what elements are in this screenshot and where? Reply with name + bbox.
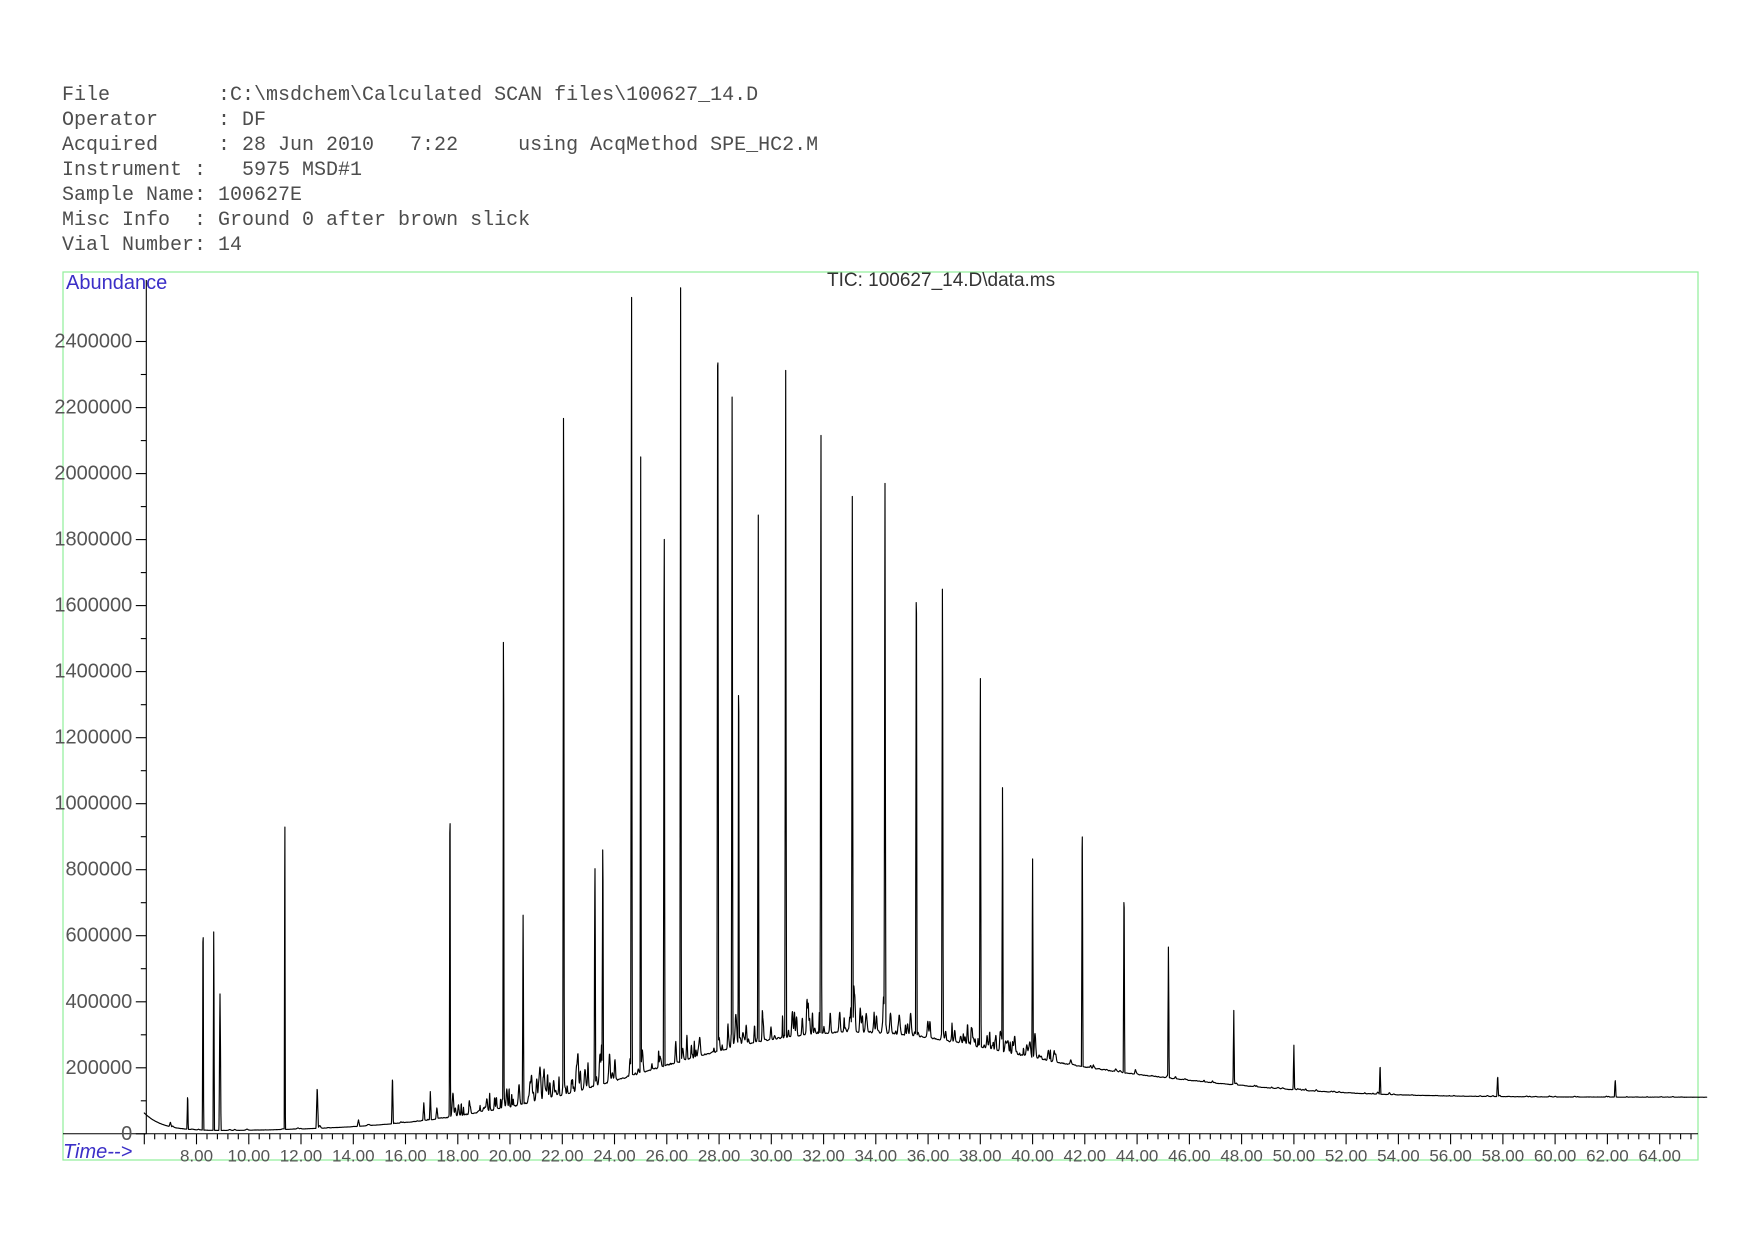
svg-text:34.00: 34.00	[855, 1146, 898, 1165]
svg-text:28.00: 28.00	[698, 1146, 741, 1165]
svg-text:54.00: 54.00	[1377, 1146, 1420, 1165]
svg-text:16.00: 16.00	[384, 1146, 427, 1165]
svg-text:48.00: 48.00	[1220, 1146, 1263, 1165]
svg-text:10.00: 10.00	[228, 1146, 271, 1165]
svg-text:1000000: 1000000	[54, 793, 132, 815]
svg-text:12.00: 12.00	[280, 1146, 323, 1165]
svg-text:44.00: 44.00	[1116, 1146, 1159, 1165]
svg-text:1800000: 1800000	[54, 529, 132, 551]
svg-text:46.00: 46.00	[1168, 1146, 1211, 1165]
svg-text:30.00: 30.00	[750, 1146, 793, 1165]
svg-text:2000000: 2000000	[54, 463, 132, 485]
svg-text:50.00: 50.00	[1273, 1146, 1316, 1165]
svg-text:62.00: 62.00	[1586, 1146, 1629, 1165]
svg-text:1200000: 1200000	[54, 727, 132, 749]
svg-text:18.00: 18.00	[437, 1146, 480, 1165]
svg-text:800000: 800000	[66, 859, 133, 881]
svg-text:60.00: 60.00	[1534, 1146, 1577, 1165]
svg-text:26.00: 26.00	[646, 1146, 689, 1165]
svg-text:2200000: 2200000	[54, 397, 132, 419]
svg-text:56.00: 56.00	[1429, 1146, 1472, 1165]
svg-text:400000: 400000	[66, 991, 133, 1013]
svg-text:40.00: 40.00	[1011, 1146, 1054, 1165]
svg-text:200000: 200000	[66, 1057, 133, 1079]
svg-text:1600000: 1600000	[54, 595, 132, 617]
svg-text:32.00: 32.00	[802, 1146, 845, 1165]
svg-text:8.00: 8.00	[180, 1146, 213, 1165]
svg-text:58.00: 58.00	[1482, 1146, 1525, 1165]
svg-text:64.00: 64.00	[1638, 1146, 1681, 1165]
svg-text:14.00: 14.00	[332, 1146, 375, 1165]
svg-text:38.00: 38.00	[959, 1146, 1002, 1165]
svg-text:2400000: 2400000	[54, 331, 132, 353]
svg-text:52.00: 52.00	[1325, 1146, 1368, 1165]
svg-text:24.00: 24.00	[593, 1146, 636, 1165]
svg-text:600000: 600000	[66, 925, 133, 947]
svg-text:1400000: 1400000	[54, 661, 132, 683]
svg-text:36.00: 36.00	[907, 1146, 950, 1165]
svg-text:42.00: 42.00	[1064, 1146, 1107, 1165]
svg-text:22.00: 22.00	[541, 1146, 584, 1165]
svg-text:20.00: 20.00	[489, 1146, 532, 1165]
